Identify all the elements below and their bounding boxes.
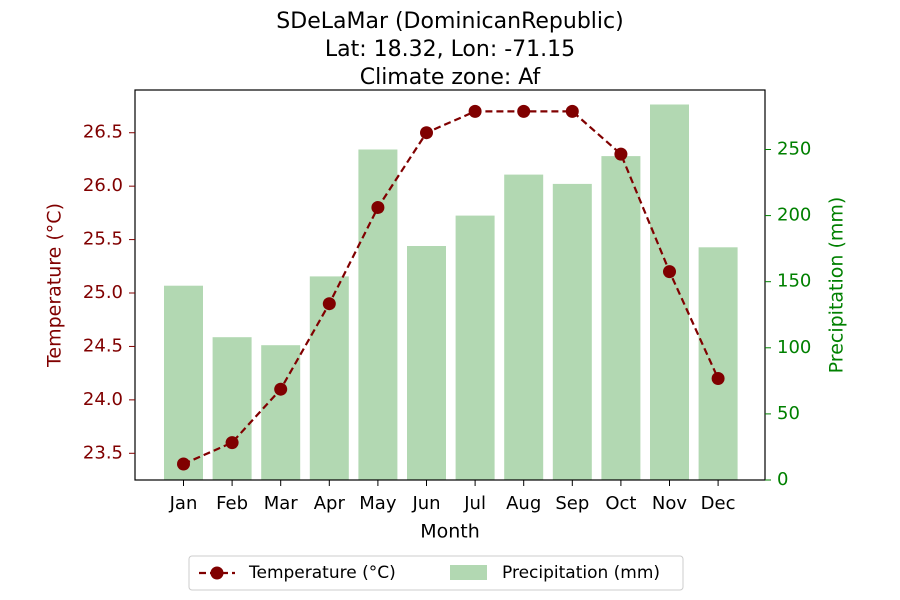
x-tick-label: May: [359, 493, 397, 514]
x-tick-label: Oct: [605, 493, 636, 514]
temperature-point-nov: [663, 265, 676, 279]
temperature-point-oct: [614, 147, 628, 161]
x-tick-label: Mar: [264, 493, 299, 514]
left-tick-label: 25.5: [83, 229, 123, 250]
title-line-2: Lat: 18.32, Lon: -71.15: [325, 37, 575, 62]
legend-precipitation-label: Precipitation (mm): [502, 563, 660, 583]
temperature-point-may: [371, 201, 385, 214]
precipitation-bars: [164, 104, 738, 480]
right-tick-label: 150: [777, 271, 811, 292]
right-tick-label: 0: [777, 469, 788, 490]
temperature-series-line: [183, 110, 720, 466]
precipitation-bar-dec: [698, 247, 738, 480]
legend-precipitation-swatch: [450, 565, 487, 580]
precipitation-bar-mar: [261, 345, 301, 480]
temperature-point-sep: [565, 104, 579, 118]
x-tick-label: Jan: [169, 493, 198, 514]
x-tick-label: Jun: [411, 493, 440, 514]
x-tick-label: Jul: [463, 493, 486, 514]
temperature-point-jul: [468, 104, 482, 118]
x-tick-label: Aug: [506, 493, 541, 514]
precipitation-bar-may: [358, 149, 398, 480]
precipitation-bar-aug: [504, 174, 544, 480]
plot-frame: [134, 89, 766, 481]
x-tick-label: Nov: [652, 493, 687, 514]
right-tick-label: 100: [777, 337, 811, 358]
right-axis-label: Precipitation (mm): [826, 197, 848, 374]
left-axis-label: Temperature (°C): [44, 203, 66, 368]
temperature-point-feb: [225, 436, 239, 450]
legend-temperature-marker: [210, 566, 224, 580]
right-axis-ticks: 0 50 100 150 200 250: [765, 138, 811, 490]
precipitation-bar-nov: [650, 104, 689, 480]
legend-frame: [188, 555, 684, 591]
x-tick-label: Feb: [216, 493, 248, 514]
title-line-1: SDeLaMar (DominicanRepublic): [276, 9, 623, 34]
precipitation-bar-jul: [455, 215, 495, 480]
x-tick-label: Dec: [701, 493, 736, 514]
legend: Temperature (°C) Precipitation (mm): [188, 555, 684, 591]
temperature-line: [177, 104, 725, 471]
temperature-point-dec: [711, 372, 725, 385]
x-axis-label: Month: [420, 521, 480, 543]
left-tick-label: 24.5: [83, 335, 123, 356]
left-tick-label: 25.0: [83, 282, 123, 303]
left-tick-label: 24.0: [83, 389, 123, 410]
temperature-point-jun: [420, 126, 433, 140]
right-tick-label: 200: [777, 205, 811, 226]
left-tick-label: 23.5: [83, 442, 123, 463]
precipitation-bar-sep: [552, 183, 592, 480]
precipitation-bar-apr: [309, 276, 349, 480]
precipitation-bar-jun: [407, 246, 446, 480]
right-tick-label: 250: [777, 138, 811, 159]
right-tick-label: 50: [777, 403, 800, 424]
temperature-point-mar: [274, 382, 288, 396]
left-axis-ticks: 23.5 24.0 24.5 25.0 25.5 26.0 26.5: [83, 122, 135, 463]
chart-title: SDeLaMar (DominicanRepublic) Lat: 18.32,…: [276, 9, 623, 90]
x-tick-label: Apr: [314, 493, 346, 514]
precipitation-bar-oct: [601, 156, 641, 480]
left-tick-label: 26.0: [83, 175, 123, 196]
temperature-point-apr: [322, 297, 336, 311]
precipitation-bar-feb: [212, 337, 252, 480]
x-axis-ticks: Jan Feb Mar Apr May Jun Jul Aug Sep Oct Nov Dec: [169, 480, 736, 514]
temperature-point-aug: [517, 104, 531, 118]
precipitation-bar-jan: [164, 285, 203, 480]
temperature-point-jan: [177, 457, 190, 471]
left-tick-label: 26.5: [83, 122, 123, 143]
legend-temperature-label: Temperature (°C): [248, 563, 396, 583]
x-tick-label: Sep: [555, 493, 589, 514]
title-line-3: Climate zone: Af: [360, 65, 542, 90]
